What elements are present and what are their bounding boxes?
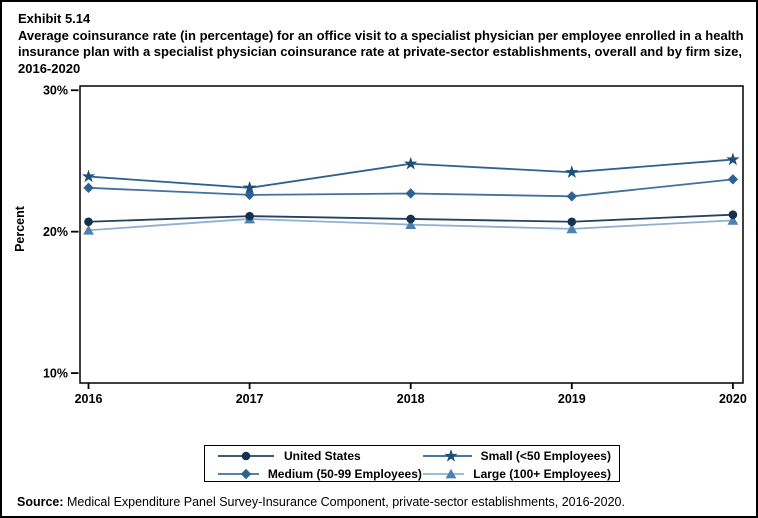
circle-marker-icon <box>241 451 251 461</box>
x-tick-label: 2017 <box>236 392 264 406</box>
triangle-marker-icon <box>566 223 578 234</box>
diamond-marker-icon <box>405 188 416 199</box>
triangle-marker-icon <box>445 468 457 479</box>
chart-title: Average coinsurance rate (in percentage)… <box>18 27 744 76</box>
legend-item: Medium (50-99 Employees) <box>217 465 422 483</box>
legend-sample-line <box>422 468 465 479</box>
legend-item: Large (100+ Employees) <box>422 465 611 483</box>
legend-label: Large (100+ Employees) <box>473 467 611 481</box>
legend-sample-line <box>218 451 274 461</box>
title-block: Exhibit 5.14 Average coinsurance rate (i… <box>18 11 755 77</box>
diamond-marker-icon <box>727 174 739 185</box>
legend-sample-line <box>218 468 259 480</box>
circle-marker-icon <box>245 211 254 221</box>
legend-label: Medium (50-99 Employees) <box>267 467 422 481</box>
diamond-marker-icon <box>244 189 255 201</box>
star-marker-icon <box>726 152 740 166</box>
legend-item: Small (<50 Employees) <box>422 447 611 465</box>
circle-marker-icon <box>84 217 93 227</box>
source-label: Source: <box>17 495 64 509</box>
triangle-marker-icon <box>83 225 94 235</box>
source-note: Source: Medical Expenditure Panel Survey… <box>17 495 747 509</box>
star-marker-icon <box>81 169 96 183</box>
x-tick-label: 2019 <box>558 392 586 406</box>
plot-frame <box>79 85 744 384</box>
legend-item: United States <box>217 447 422 465</box>
y-axis-title: Percent <box>13 205 27 252</box>
y-tick-label: 30% <box>43 84 68 98</box>
x-tick-label: 2018 <box>397 392 425 406</box>
source-text: Medical Expenditure Panel Survey-Insuran… <box>63 495 625 509</box>
x-tick-label: 2016 <box>75 392 103 406</box>
star-marker-icon <box>444 449 458 462</box>
diamond-marker-icon <box>566 191 577 202</box>
triangle-marker-icon <box>727 215 739 225</box>
diamond-marker-icon <box>240 468 252 480</box>
diamond-marker-icon <box>83 182 94 194</box>
triangle-marker-icon <box>405 219 417 229</box>
star-marker-icon <box>565 165 579 178</box>
star-marker-icon <box>242 180 257 194</box>
chart-legend: United States Medium (50-99 Employees) Sma… <box>204 445 620 482</box>
star-marker-icon <box>404 156 418 170</box>
circle-marker-icon <box>567 217 577 227</box>
x-tick-label: 2020 <box>719 392 747 406</box>
y-tick-label: 20% <box>43 225 68 239</box>
circle-marker-icon <box>406 214 416 224</box>
exhibit-number: Exhibit 5.14 <box>18 11 91 26</box>
y-tick-label: 10% <box>43 367 68 381</box>
circle-marker-icon <box>728 210 738 219</box>
legend-label: United States <box>284 449 361 463</box>
legend-sample-line <box>422 449 472 462</box>
legend-label: Small (<50 Employees) <box>480 449 611 463</box>
